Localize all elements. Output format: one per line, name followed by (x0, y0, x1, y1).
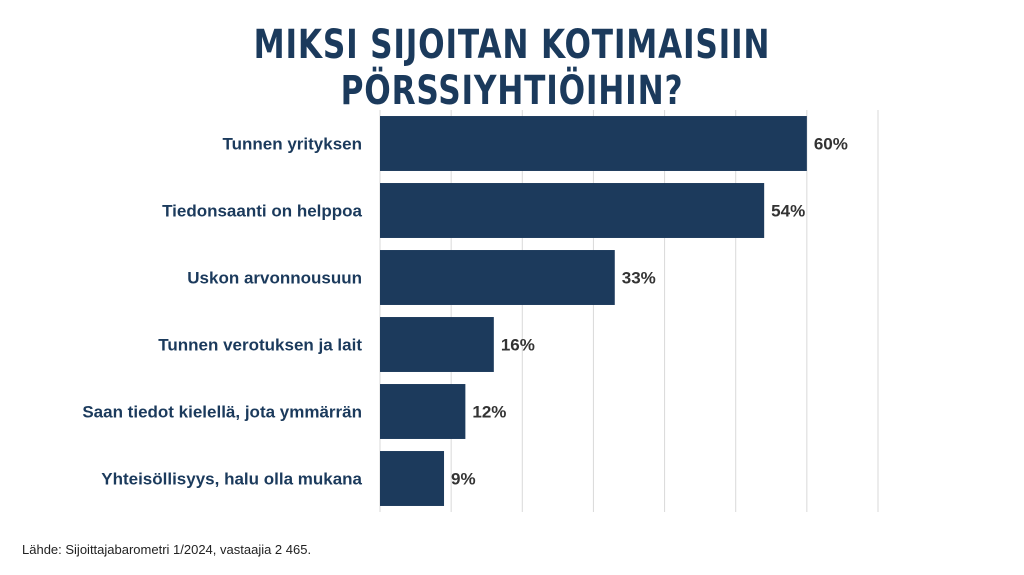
data-label: 54% (771, 202, 805, 221)
bar (380, 116, 807, 171)
bar (380, 384, 466, 439)
bar (380, 451, 445, 506)
chart-title: MIKSI SIJOITAN KOTIMAISIIN PÖRSSIYHTIÖIH… (253, 22, 771, 114)
data-label: 12% (472, 403, 506, 422)
category-label: Tunnen verotuksen ja lait (158, 336, 362, 355)
category-label: Tiedonsaanti on helppoa (162, 202, 362, 221)
source-note: Lähde: Sijoittajabarometri 1/2024, vasta… (22, 542, 312, 557)
data-label: 9% (451, 470, 476, 489)
data-label: 60% (814, 135, 848, 154)
category-label: Uskon arvonnousuun (187, 269, 362, 288)
bar (380, 183, 765, 238)
bar (380, 250, 615, 305)
bar (380, 317, 494, 372)
category-label: Saan tiedot kielellä, jota ymmärrän (82, 403, 362, 422)
category-label: Yhteisöllisyys, halu olla mukana (101, 470, 362, 489)
category-label: Tunnen yrityksen (223, 135, 363, 154)
data-label: 16% (501, 336, 535, 355)
data-label: 33% (622, 269, 656, 288)
